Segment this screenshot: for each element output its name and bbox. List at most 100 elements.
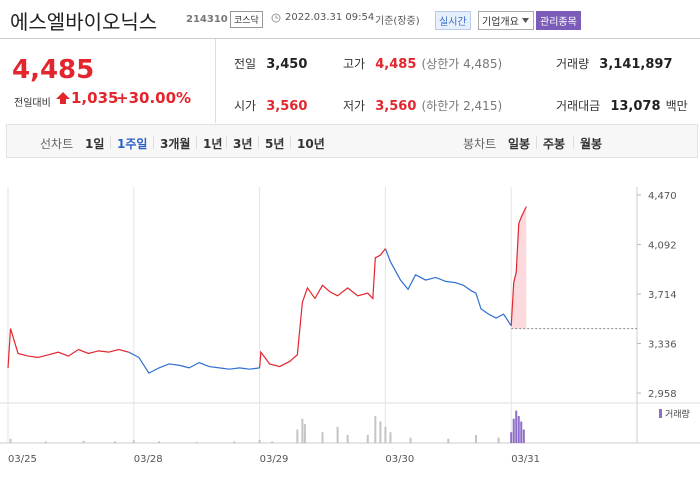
divider [215, 39, 216, 123]
y-tick-label: 3,336 [648, 340, 677, 351]
info-value: 3,141,897 [599, 57, 673, 72]
info-value: 3,560 [375, 99, 417, 114]
info-value: 13,078 [610, 99, 661, 114]
info-prev: 전일 3,450 [234, 53, 307, 72]
separator [536, 136, 537, 149]
volume-bar [389, 432, 392, 443]
info-label: 거래량 [556, 57, 590, 71]
volume-bar [271, 441, 274, 443]
volume-bar [321, 432, 324, 443]
tab-bar [6, 124, 698, 158]
period-tab[interactable]: 10년 [297, 137, 325, 151]
dropdown-icon [521, 18, 529, 23]
x-tick-label: 03/25 [8, 454, 37, 465]
change-label: 전일대비 [14, 98, 51, 109]
info-value: 3,450 [266, 57, 308, 72]
stock-name: 에스엘바이오닉스 [10, 10, 158, 34]
volume-legend: 거래량 [665, 408, 690, 420]
volume-bar [447, 438, 450, 443]
basis: 기준(장중) [375, 16, 420, 27]
info-low: 저가 3,560 (하한가 2,415) [343, 95, 502, 114]
separator [258, 136, 259, 149]
change-rate: +30.00% [116, 89, 192, 107]
realtime-button[interactable]: 실시간 [435, 11, 471, 30]
candle-tab[interactable]: 월봉 [580, 137, 603, 151]
volume-bar [82, 440, 85, 443]
divider [0, 38, 700, 39]
volume-bar [132, 440, 135, 443]
volume-bar [510, 432, 513, 443]
period-tab[interactable]: 3개월 [160, 137, 191, 151]
info-note: (하한가 2,415) [421, 99, 503, 113]
y-tick-label: 3,714 [648, 290, 677, 301]
volume-bar [44, 441, 47, 443]
info-value: 3,560 [266, 99, 308, 114]
volume-bar [258, 439, 261, 443]
x-tick-label: 03/29 [260, 454, 289, 465]
change: 1,035 [71, 89, 119, 107]
volume-bar [497, 437, 500, 443]
volume-bar [303, 424, 306, 443]
info-label: 시가 [234, 99, 257, 113]
info-label: 저가 [343, 99, 366, 113]
volume-bar [384, 426, 387, 443]
info-note: 백만 [665, 99, 688, 113]
volume-bar [113, 441, 116, 443]
volume-bar [379, 421, 382, 443]
info-high: 고가 4,485 (상한가 4,485) [343, 53, 502, 72]
datetime: 2022.03.31 09:54 [285, 12, 375, 23]
volume-bar [520, 421, 523, 443]
volume-bar [374, 416, 377, 443]
y-tick-label: 4,092 [648, 240, 677, 251]
stock-code: 214310 [186, 14, 228, 25]
volume-bar [9, 438, 12, 443]
y-tick-label: 4,470 [648, 191, 677, 202]
gain-area [511, 206, 527, 329]
volume-bar [195, 441, 198, 443]
volume-bar [346, 434, 349, 443]
x-tick-label: 03/31 [511, 454, 540, 465]
separator [196, 136, 197, 149]
volume-bar [512, 418, 515, 443]
tab-group-label: 선차트 [40, 137, 74, 151]
separator [226, 136, 227, 149]
volume-legend-mark [659, 409, 662, 418]
current-price: 4,485 [12, 55, 95, 85]
volume-bar [515, 410, 518, 443]
market-badge: 코스닥 [230, 11, 263, 28]
company-button-label: 기업개요 [482, 17, 519, 28]
y-tick-label: 2,958 [648, 389, 677, 400]
period-tab[interactable]: 3년 [233, 137, 253, 151]
info-amount: 거래대금 13,078 백만 [556, 95, 688, 114]
candle-tab[interactable]: 일봉 [508, 137, 531, 151]
volume-bar [522, 429, 525, 443]
period-tab[interactable]: 1주일 [117, 137, 148, 151]
info-note: (상한가 4,485) [421, 57, 503, 71]
separator [290, 136, 291, 149]
price-line [128, 248, 512, 374]
company-button[interactable]: 기업개요 [478, 11, 534, 30]
up-arrow [56, 92, 70, 104]
volume-bar [517, 416, 520, 443]
managed-badge: 관리종목 [536, 11, 581, 30]
candle-tab[interactable]: 주봉 [543, 137, 566, 151]
period-tab[interactable]: 1년 [203, 137, 223, 151]
period-tab[interactable]: 5년 [265, 137, 285, 151]
info-open: 시가 3,560 [234, 95, 307, 114]
clock-icon [271, 13, 281, 23]
separator [110, 136, 111, 149]
x-tick-label: 03/28 [134, 454, 163, 465]
tab-group-label: 봉차트 [463, 137, 497, 151]
info-value: 4,485 [375, 57, 417, 72]
x-tick-label: 03/30 [385, 454, 414, 465]
period-tab[interactable]: 1일 [85, 137, 105, 151]
volume-bar [336, 426, 339, 443]
volume-bar [474, 434, 477, 443]
volume-bar [366, 434, 369, 443]
volume-bar [301, 418, 304, 443]
volume-bar [233, 441, 236, 443]
info-label: 전일 [234, 57, 257, 71]
separator [153, 136, 154, 149]
volume-bar [296, 429, 299, 443]
